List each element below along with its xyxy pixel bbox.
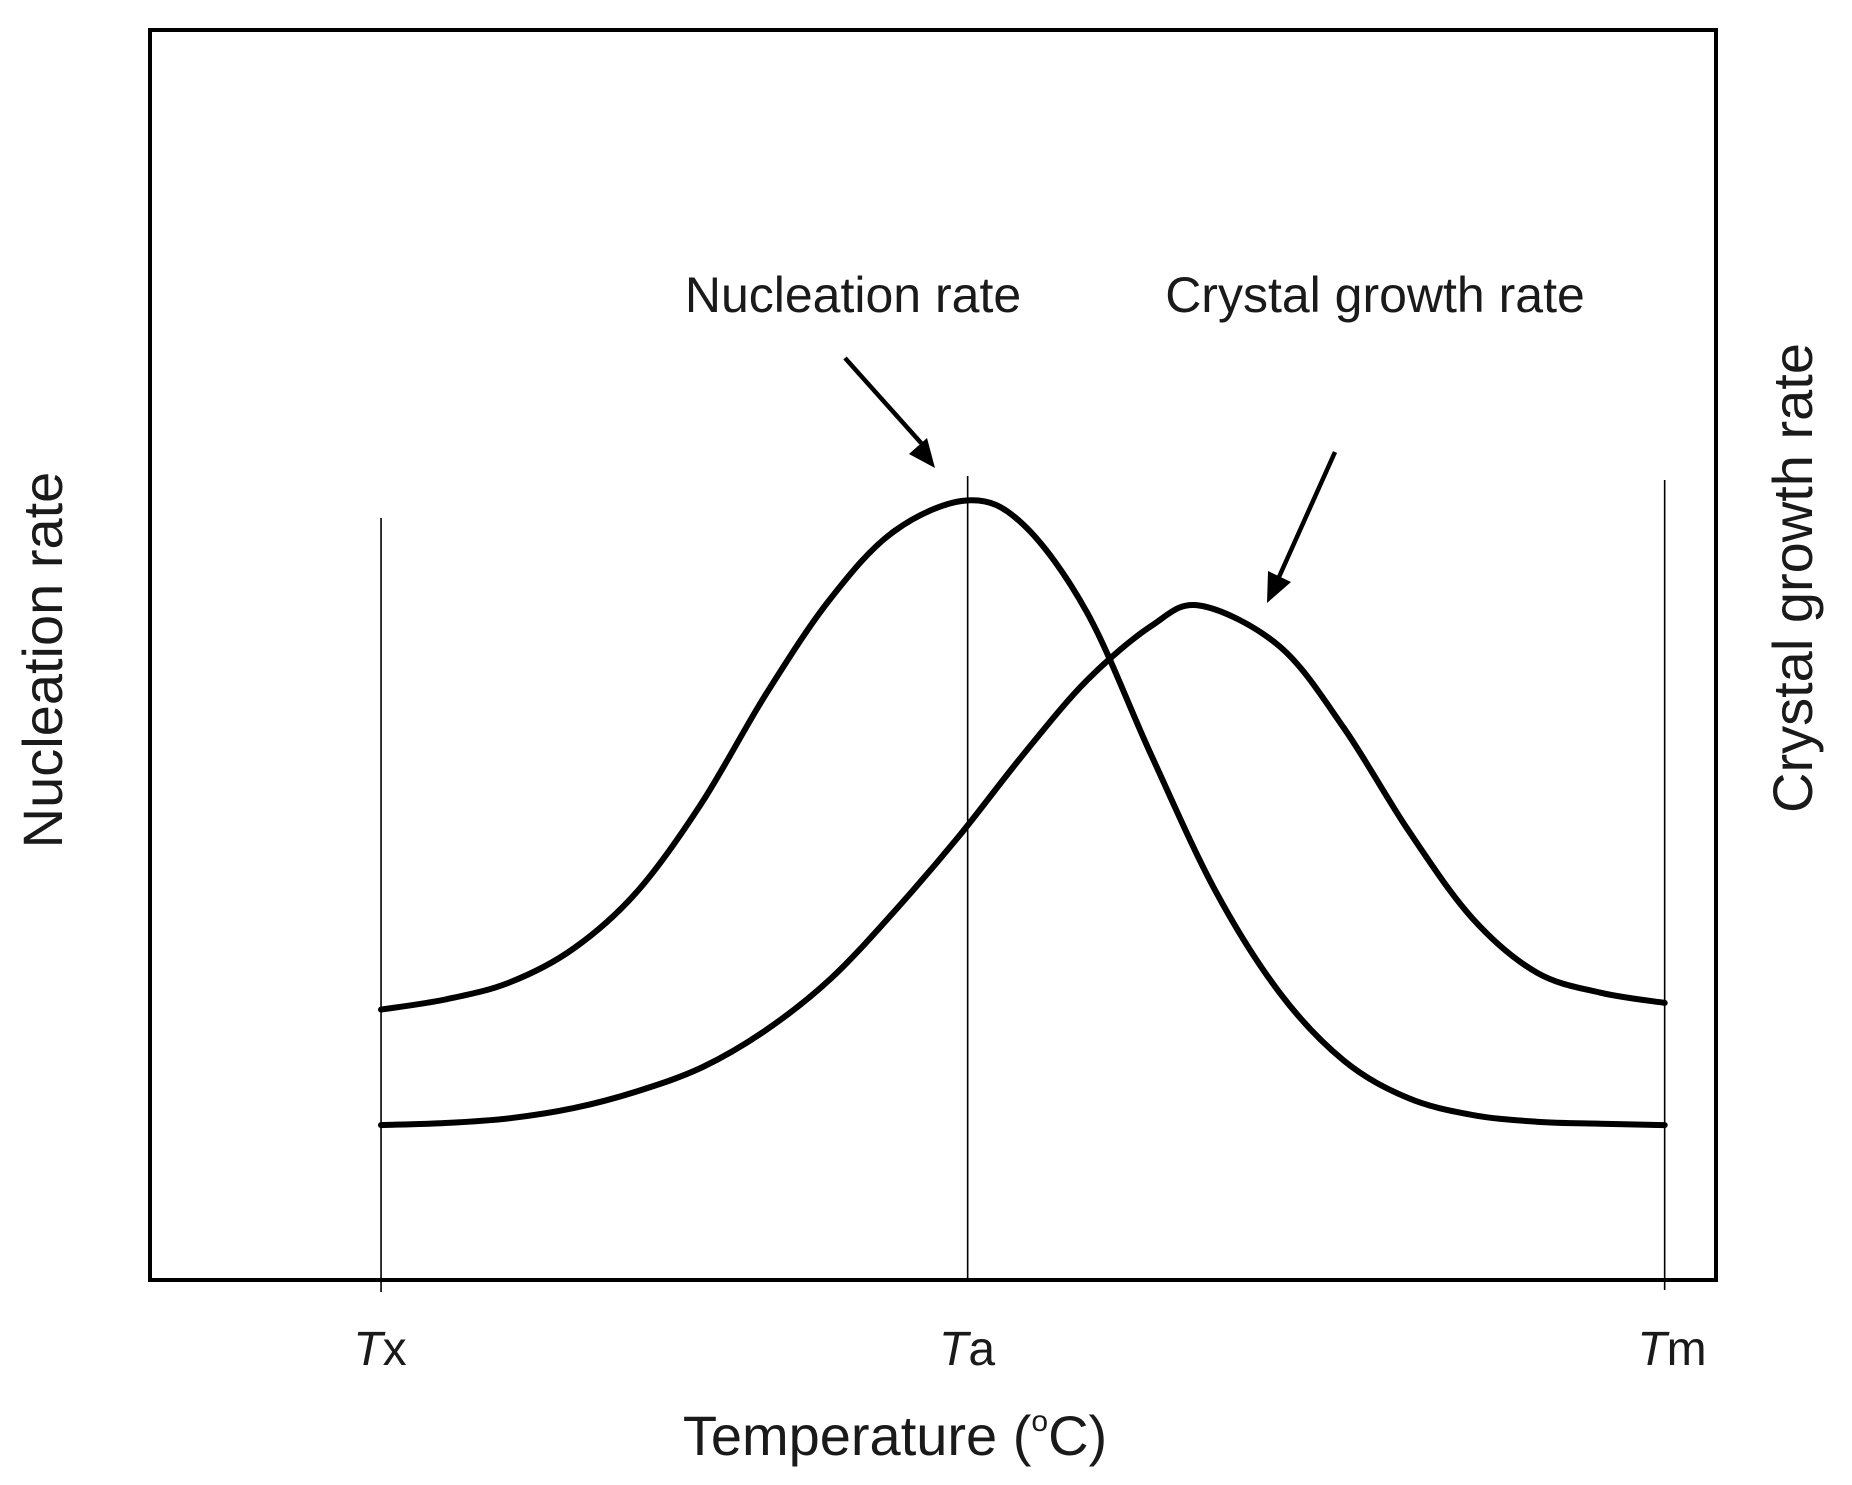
x-tick-label-ta: Ta (939, 1323, 995, 1376)
crystal-growth-rate-curve (378, 602, 1668, 1129)
growth-arrow-head (1267, 571, 1291, 603)
plot-frame (148, 28, 1718, 1282)
x-axis-label: Temperature (oC) (683, 1404, 1107, 1467)
nucleation-rate-curve (378, 497, 1668, 1129)
nucleation-arrow-shaft (843, 356, 924, 446)
x-tick-label-tm: Tm (1637, 1323, 1706, 1376)
crystal-growth-rate-annotation: Crystal growth rate (1165, 267, 1585, 323)
nucleation-arrow-head (909, 438, 935, 468)
nucleation-rate-annotation: Nucleation rate (685, 267, 1021, 323)
x-tick-label-tx: Tx (353, 1323, 406, 1376)
y-axis-label-right: Crystal growth rate (1761, 343, 1824, 813)
y-axis-label-left: Nucleation rate (11, 472, 74, 849)
growth-arrow-shaft (1276, 451, 1338, 578)
